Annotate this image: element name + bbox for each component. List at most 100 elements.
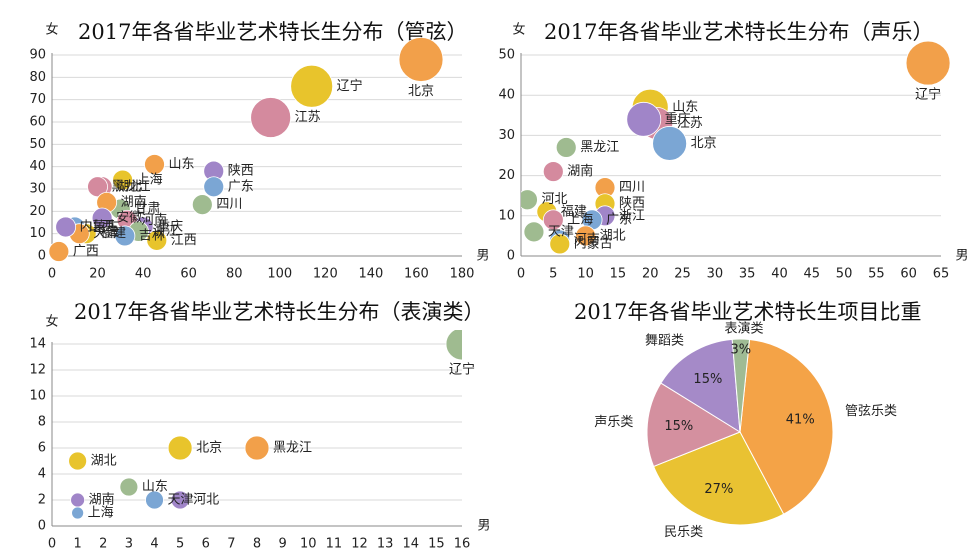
y-tick-label: 40: [29, 159, 46, 174]
x-tick-label: 20: [642, 267, 659, 282]
y-tick-label: 12: [29, 363, 46, 378]
y-axis-label: 女: [45, 22, 58, 38]
x-tick-label: 140: [358, 267, 383, 282]
point-label: 重庆: [157, 218, 183, 234]
point-label: 浙江: [153, 224, 179, 239]
x-tick-label: 30: [707, 267, 724, 282]
bubble: [523, 221, 545, 243]
x-tick-label: 55: [868, 267, 885, 282]
point-label: 吉林: [139, 228, 165, 243]
bubble: [71, 506, 85, 520]
point-label: 北京: [408, 84, 434, 99]
y-tick-label: 50: [498, 48, 515, 63]
pie-category-label: 民乐类: [664, 525, 703, 540]
x-tick-label: 6: [202, 537, 210, 552]
x-tick-label: 15: [428, 537, 445, 552]
y-tick-label: 10: [29, 226, 46, 241]
point-label: 黑龙江: [112, 179, 151, 194]
y-tick-label: 8: [38, 415, 46, 430]
x-tick-label: 3: [125, 537, 133, 552]
pie-category-label: 表演类: [724, 321, 763, 337]
x-tick-label: 10: [300, 537, 317, 552]
point-label: 北京: [196, 441, 222, 456]
x-tick-label: 50: [836, 267, 853, 282]
x-tick-label: 7: [227, 537, 235, 552]
y-tick-label: 0: [38, 519, 46, 534]
pie-group: [646, 338, 834, 526]
pie-slice: [739, 338, 834, 515]
point-label: 内蒙古: [80, 218, 119, 234]
bubble: [144, 154, 165, 175]
bubble: [145, 490, 164, 510]
point-label: 辽宁: [449, 362, 475, 378]
y-tick-label: 30: [498, 128, 515, 143]
x-tick-label: 35: [739, 267, 756, 282]
bubble: [191, 194, 213, 216]
y-tick-label: 70: [29, 92, 46, 107]
point-label: 天津: [548, 224, 574, 239]
x-tick-label: 15: [610, 267, 627, 282]
bubble: [652, 126, 688, 161]
pie-slice: [660, 338, 741, 433]
x-tick-label: 180: [450, 267, 475, 282]
chart2-title: 2017年各省毕业艺术特长生分布（声乐）: [544, 20, 934, 44]
point-label: 天津: [168, 493, 194, 508]
pie-percent-label: 3%: [730, 343, 751, 358]
point-label: 甘肃: [134, 202, 160, 217]
point-label: 内蒙古: [574, 235, 613, 251]
point-label: 天津: [93, 226, 119, 241]
x-tick-label: 20: [89, 267, 106, 282]
x-tick-label: 45: [803, 267, 820, 282]
point-label: 陕西: [228, 164, 254, 179]
point-label: 辽宁: [337, 78, 363, 94]
point-label: 湖北: [600, 228, 626, 243]
bubble: [250, 97, 292, 138]
x-tick-label: 11: [326, 537, 343, 552]
point-label: 河北: [541, 192, 567, 207]
x-tick-label: 12: [351, 537, 368, 552]
x-tick-label: 5: [549, 267, 557, 282]
point-label: 湖南: [121, 194, 147, 210]
y-tick-label: 40: [498, 88, 515, 103]
y-tick-label: 10: [29, 389, 46, 404]
point-label: 重庆: [665, 111, 691, 127]
point-label: 上海: [88, 506, 114, 521]
x-tick-label: 2: [99, 537, 107, 552]
y-axis-label: 女: [45, 314, 58, 330]
bubble-group: [68, 330, 462, 520]
y-tick-label: 0: [507, 249, 515, 264]
pie-category-label: 舞蹈类: [645, 333, 684, 348]
point-label: 陕西: [619, 196, 645, 211]
x-tick-label: 4: [150, 537, 158, 552]
x-axis-label: 男: [476, 249, 489, 264]
bubble: [445, 330, 462, 361]
bubble: [91, 207, 113, 229]
bubble: [167, 435, 193, 461]
x-tick-label: 14: [402, 537, 419, 552]
bubble: [290, 64, 334, 108]
point-label: 江苏: [677, 115, 703, 131]
x-tick-label: 10: [577, 267, 594, 282]
x-tick-label: 5: [176, 537, 184, 552]
point-label: 江西: [171, 233, 197, 248]
x-tick-label: 160: [404, 267, 429, 282]
y-tick-label: 2: [38, 493, 46, 508]
y-tick-label: 20: [498, 168, 515, 183]
y-tick-label: 30: [29, 182, 46, 197]
point-label: 北京: [691, 136, 717, 151]
bubble: [575, 225, 597, 247]
y-tick-label: 14: [29, 337, 46, 352]
x-tick-label: 40: [771, 267, 788, 282]
point-label: 江苏: [295, 109, 321, 125]
x-tick-label: 25: [674, 267, 691, 282]
point-label: 湖北: [91, 454, 117, 469]
x-tick-label: 0: [517, 267, 525, 282]
point-label: 四川: [216, 197, 242, 212]
point-label: 黑龙江: [273, 441, 312, 456]
bubble: [170, 490, 190, 510]
y-axis-label: 女: [512, 22, 525, 38]
bubble: [48, 241, 70, 262]
y-tick-label: 80: [29, 70, 46, 85]
bubble: [114, 225, 136, 247]
